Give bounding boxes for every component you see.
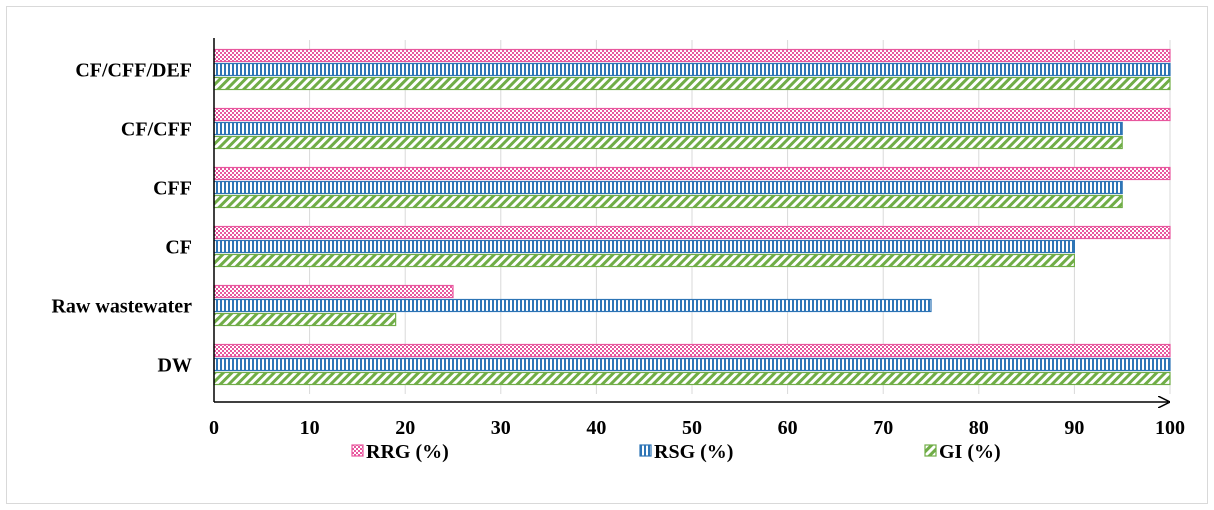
x-tick-label-20: 20 — [395, 417, 415, 439]
bar-cf-cff-rsg — [213, 121, 1123, 136]
x-tick-label-40: 40 — [586, 417, 606, 439]
bar-cff-rrg — [213, 166, 1171, 181]
bar-cf-cff-gi — [213, 135, 1123, 150]
category-label-cf: CF — [165, 237, 192, 259]
legend-swatch-rsg — [639, 444, 652, 457]
x-tick-label-70: 70 — [873, 417, 893, 439]
bar-raw-wastewater-rsg — [213, 298, 932, 313]
bar-cf-cff-def-rrg — [213, 48, 1171, 63]
labels: CF/CFF/DEF CF/CFF CFF CF Raw wastewater DW 0 10… — [51, 60, 1185, 440]
x-tick-label-90: 90 — [1064, 417, 1084, 439]
grid-lines — [309, 40, 1171, 394]
category-label-cff: CFF — [153, 178, 192, 200]
x-tick-label-80: 80 — [969, 417, 989, 439]
x-tick-label-10: 10 — [300, 417, 320, 439]
bar-cf-rsg — [213, 239, 1076, 254]
bar-raw-wastewater-rrg — [213, 284, 454, 299]
legend: RRG (%) RSG (%) GI (%) — [351, 441, 1001, 463]
legend-swatch-rrg — [351, 444, 364, 457]
category-label-dw: DW — [158, 355, 192, 377]
bar-cf-cff-def-rsg — [213, 62, 1171, 77]
bar-dw-rrg — [213, 343, 1171, 358]
bar-raw-wastewater-gi — [213, 312, 397, 327]
x-tick-label-60: 60 — [778, 417, 798, 439]
bar-dw-rsg — [213, 357, 1171, 372]
bar-cff-rsg — [213, 180, 1123, 195]
bar-cff-gi — [213, 194, 1123, 209]
x-tick-label-50: 50 — [682, 417, 702, 439]
x-tick-label-100: 100 — [1155, 417, 1185, 439]
category-label-raw-wastewater: Raw wastewater — [51, 296, 192, 318]
axes — [213, 38, 1168, 402]
bars — [213, 48, 1171, 386]
legend-label-gi: GI (%) — [939, 441, 1001, 463]
bar-cf-cff-rrg — [213, 107, 1171, 122]
bar-cf-rrg — [213, 225, 1171, 240]
bar-dw-gi — [213, 371, 1171, 386]
bar-cf-cff-def-gi — [213, 76, 1171, 91]
bar-cf-gi — [213, 253, 1076, 268]
category-label-cf-cff-def: CF/CFF/DEF — [75, 60, 192, 82]
x-tick-label-0: 0 — [209, 417, 219, 439]
legend-label-rsg: RSG (%) — [654, 441, 733, 463]
legend-swatch-gi — [924, 444, 937, 457]
x-tick-label-30: 30 — [491, 417, 511, 439]
category-label-cf-cff: CF/CFF — [121, 119, 192, 141]
legend-label-rrg: RRG (%) — [366, 441, 449, 463]
